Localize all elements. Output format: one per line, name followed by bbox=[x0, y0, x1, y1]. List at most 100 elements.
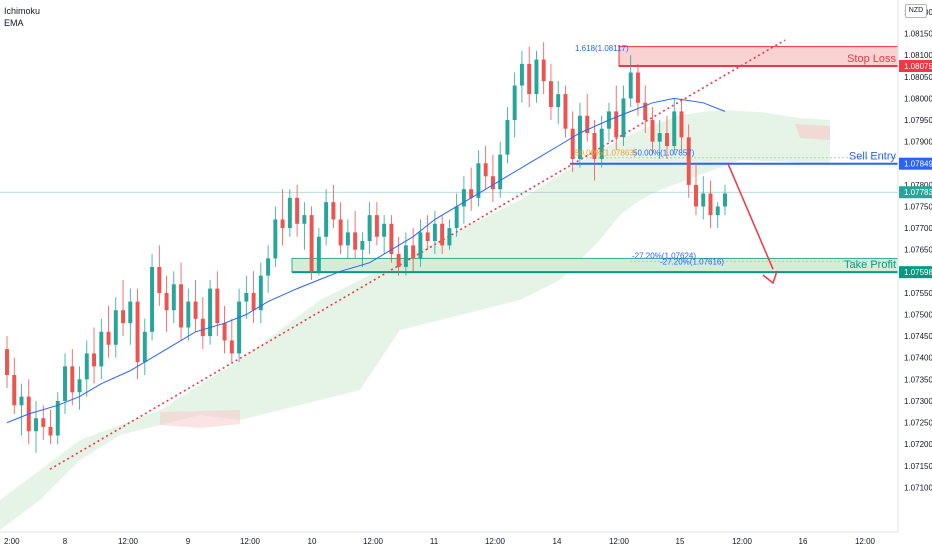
price-tick-label: 1.07700 bbox=[904, 224, 932, 233]
sell_entry-price-tag-label: 1.07849 bbox=[904, 160, 932, 169]
price-tick-label: 1.08150 bbox=[904, 30, 932, 39]
candle-body bbox=[382, 223, 387, 237]
candle-body bbox=[309, 215, 314, 272]
candle-body bbox=[708, 193, 713, 216]
candle-body bbox=[447, 228, 452, 246]
candle-body bbox=[556, 94, 561, 108]
price-tick-label: 1.07100 bbox=[904, 483, 932, 492]
candle-body bbox=[273, 219, 278, 259]
candle-body bbox=[302, 215, 307, 224]
ichimoku-cloud-bearish bbox=[160, 410, 240, 428]
candle-body bbox=[258, 275, 263, 311]
price-tick-label: 1.07650 bbox=[904, 246, 932, 255]
candle-body bbox=[650, 120, 655, 142]
time-tick-label: 12:00 bbox=[485, 537, 506, 546]
fib-neg2-label: -27.20%(1.07616) bbox=[660, 257, 724, 266]
candle-body bbox=[454, 206, 459, 229]
current-price-tag-label: 1.07783 bbox=[904, 188, 932, 197]
candle-body bbox=[200, 318, 205, 337]
fib-50-left-label: 50.00%(1.07863) bbox=[575, 149, 637, 158]
candle-body bbox=[179, 284, 184, 328]
candle-body bbox=[665, 133, 669, 146]
price-tick-label: 1.07400 bbox=[904, 354, 932, 363]
candle-body bbox=[287, 197, 292, 229]
candle-body bbox=[157, 266, 162, 293]
candle-body bbox=[672, 111, 677, 146]
candle-body bbox=[5, 349, 9, 376]
candle-body bbox=[498, 154, 503, 190]
candle-body bbox=[70, 366, 75, 393]
take_profit-price-tag-label: 1.07598 bbox=[904, 268, 932, 277]
candle-body bbox=[193, 301, 198, 319]
candle-body bbox=[99, 331, 104, 367]
price-tick-label: 1.07300 bbox=[904, 397, 932, 406]
price-tick-label: 1.07750 bbox=[904, 202, 932, 211]
legend-ema: EMA bbox=[4, 18, 24, 28]
take-profit-zone bbox=[291, 257, 899, 273]
candle-body bbox=[527, 63, 532, 95]
take-profit-label: Take Profit bbox=[844, 259, 896, 271]
candle-body bbox=[635, 72, 640, 103]
price-tick-label: 1.07200 bbox=[904, 440, 932, 449]
price-tick-label: 1.08000 bbox=[904, 94, 932, 103]
candle-body bbox=[679, 111, 684, 138]
candle-body bbox=[418, 232, 423, 259]
ema-line bbox=[6, 97, 726, 424]
candle-body bbox=[628, 72, 633, 99]
currency-badge[interactable]: NZD bbox=[905, 4, 927, 18]
candle-body bbox=[142, 331, 147, 363]
candle-body bbox=[592, 133, 597, 159]
candle-body bbox=[113, 310, 118, 345]
price-tick-label: 1.07250 bbox=[904, 419, 932, 428]
candle-body bbox=[534, 59, 539, 95]
candle-body bbox=[643, 102, 648, 121]
candle-body bbox=[215, 288, 220, 324]
time-tick-label: 12:00 bbox=[240, 537, 261, 546]
price-tick-label: 1.07150 bbox=[904, 462, 932, 471]
price-tick-label: 1.07550 bbox=[904, 289, 932, 298]
candle-body bbox=[331, 202, 336, 220]
ichimoku-cloud-bearish-future bbox=[795, 124, 830, 140]
price-tick-label: 1.08050 bbox=[904, 73, 932, 82]
take_profit-price-tag bbox=[899, 266, 932, 279]
candle-body bbox=[135, 301, 140, 363]
sell-entry-label: Sell Entry bbox=[849, 151, 897, 163]
candle-body bbox=[483, 163, 488, 177]
candle-body bbox=[563, 94, 568, 129]
sell_entry-price-tag bbox=[899, 157, 932, 170]
candle-body bbox=[324, 202, 329, 237]
time-tick-label: 12:00 bbox=[732, 537, 753, 546]
candle-body bbox=[19, 396, 24, 406]
projection-arrow-head bbox=[762, 270, 778, 285]
time-tick-label: 10 bbox=[308, 537, 317, 546]
time-axis-bg bbox=[0, 532, 932, 550]
candle-body bbox=[599, 128, 604, 159]
candle-body bbox=[353, 232, 358, 250]
candle-body bbox=[614, 111, 619, 138]
candle-body bbox=[476, 163, 481, 198]
candle-body bbox=[77, 379, 82, 393]
fib-50-label: 50.00%(1.07857) bbox=[633, 149, 695, 158]
candle-body bbox=[164, 292, 169, 311]
price-tick-label: 1.07500 bbox=[904, 311, 932, 320]
price-tick-label: 1.07900 bbox=[904, 138, 932, 147]
candle-body bbox=[345, 232, 350, 246]
candle-body bbox=[505, 120, 510, 155]
price-tick-label: 1.08100 bbox=[904, 51, 932, 60]
candle-body bbox=[280, 219, 285, 229]
candle-body bbox=[403, 245, 408, 267]
candle-body bbox=[585, 115, 590, 134]
candle-body bbox=[237, 301, 242, 354]
time-tick-label: 12:00 bbox=[118, 537, 139, 546]
candle-body bbox=[12, 375, 17, 406]
candle-body bbox=[186, 301, 191, 328]
price-tick-label: 1.07350 bbox=[904, 375, 932, 384]
candle-body bbox=[229, 340, 234, 354]
candle-body bbox=[374, 215, 379, 237]
candle-body bbox=[577, 115, 582, 159]
candle-body bbox=[461, 189, 466, 207]
candle-body bbox=[128, 301, 133, 324]
candle-body bbox=[723, 193, 727, 207]
price-tick-label: 1.07950 bbox=[904, 116, 932, 125]
